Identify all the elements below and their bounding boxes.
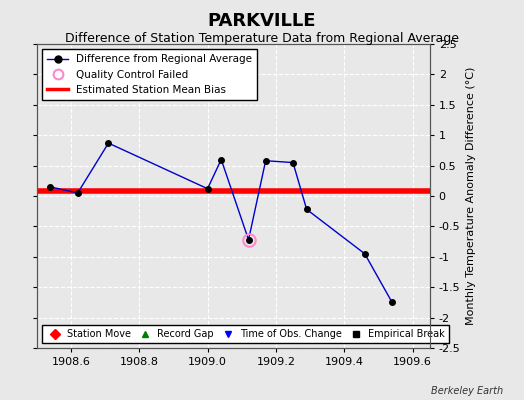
Text: PARKVILLE: PARKVILLE — [208, 12, 316, 30]
Y-axis label: Monthly Temperature Anomaly Difference (°C): Monthly Temperature Anomaly Difference (… — [466, 67, 476, 325]
Text: Difference of Station Temperature Data from Regional Average: Difference of Station Temperature Data f… — [65, 32, 459, 45]
Text: Berkeley Earth: Berkeley Earth — [431, 386, 503, 396]
Legend: Station Move, Record Gap, Time of Obs. Change, Empirical Break: Station Move, Record Gap, Time of Obs. C… — [41, 325, 449, 343]
